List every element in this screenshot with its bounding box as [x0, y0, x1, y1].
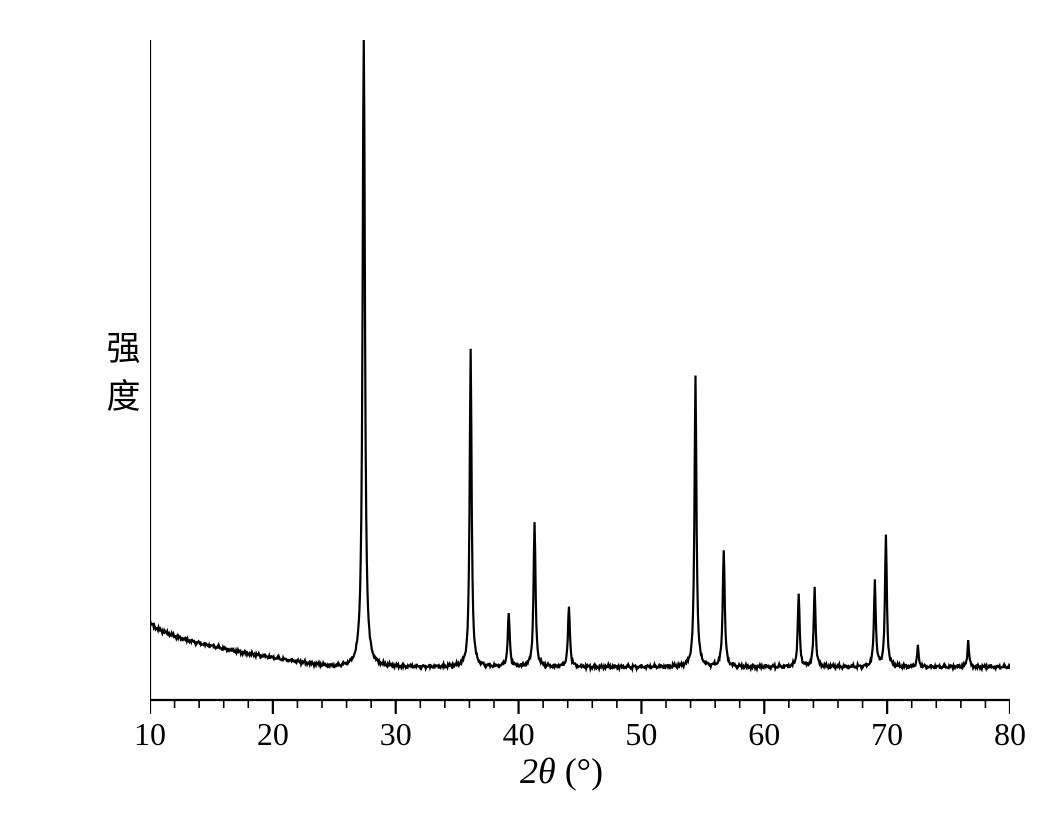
x-label-unit: (°): [565, 751, 603, 791]
x-tick-label: 20: [251, 716, 295, 753]
xrd-trace: [150, 40, 1010, 669]
plot-area: [150, 40, 1010, 700]
x-tick-label: 10: [128, 716, 172, 753]
chart-svg: [150, 40, 1010, 730]
x-tick-label: 50: [619, 716, 663, 753]
x-tick-label: 40: [497, 716, 541, 753]
x-label-symbol: 2θ: [520, 751, 556, 791]
x-axis-label: 2θ (°): [520, 750, 603, 792]
x-tick-label: 70: [865, 716, 909, 753]
x-tick-label: 30: [374, 716, 418, 753]
y-axis-label: 强度: [95, 330, 144, 426]
x-tick-label: 80: [988, 716, 1032, 753]
xrd-chart: 强度 1020304050607080 2θ (°): [80, 30, 1030, 780]
x-tick-label: 60: [742, 716, 786, 753]
